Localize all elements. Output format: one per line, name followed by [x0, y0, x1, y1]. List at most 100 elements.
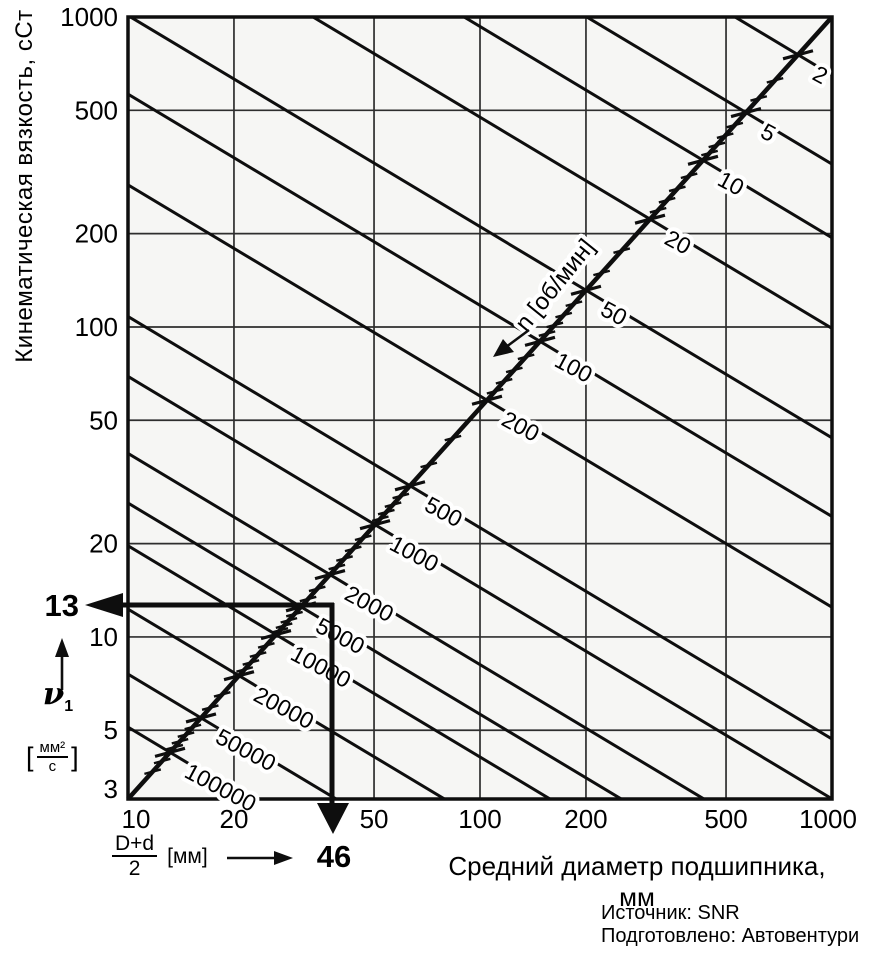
y-axis-tick-labels: 1000 500 200 100 50 20 10 5 3	[60, 2, 118, 804]
speed-scale-tick	[649, 206, 667, 214]
speed-scale-tick	[275, 622, 293, 630]
speed-scale-tick	[171, 737, 189, 745]
speed-scale-tick	[236, 666, 254, 673]
speed-scale-tick	[394, 480, 426, 492]
y-tick-label-200: 200	[75, 219, 118, 249]
speed-scale-tick	[471, 394, 503, 406]
y-unit-fraction: мм² с	[36, 739, 69, 775]
speed-scale-tick	[377, 508, 395, 516]
plot-border	[126, 15, 834, 801]
speed-scale-tick	[242, 659, 260, 666]
y-unit-denominator: с	[48, 758, 57, 775]
speed-scale-tick	[486, 387, 504, 395]
y-axis-unit: [ мм² с ]	[26, 737, 79, 777]
y-tick-label-500: 500	[75, 95, 118, 125]
y-tick-label-10: 10	[89, 622, 118, 652]
speed-scale-ticks	[144, 49, 814, 776]
prepared-by-line: Подготовлено: Автовентури	[601, 925, 860, 947]
x-tick-label-20: 20	[220, 804, 249, 834]
x-axis-quantity: D+d 2 [мм]	[112, 832, 208, 880]
speed-scale-tick	[328, 563, 346, 571]
speed-scale-tick	[593, 269, 611, 277]
speed-scale-tick	[184, 723, 202, 731]
speed-scale-tick	[144, 768, 162, 776]
speed-scale-tick	[570, 284, 602, 296]
y-tick-label-100: 100	[75, 312, 118, 342]
speed-scale-tick	[285, 610, 303, 618]
y-tick-label-20: 20	[89, 529, 118, 559]
example-down-arrow-head	[317, 803, 349, 834]
speed-scale-tick	[420, 461, 438, 469]
y-tick-label-3: 3	[104, 774, 118, 804]
speed-scale-tick	[359, 519, 391, 531]
speed-scale-tick	[314, 569, 346, 581]
speed-scale-tick	[213, 691, 231, 698]
source-credits: Источник: SNR Подготовлено: Автовентури	[601, 902, 861, 948]
speed-scale-tick	[392, 492, 410, 500]
speed-scale-tick	[546, 321, 564, 329]
speed-scale-tick	[668, 185, 686, 193]
speed-scale-tick	[444, 434, 462, 442]
speed-scale-tick	[299, 595, 317, 603]
speed-scale-tick	[613, 247, 631, 254]
speed-scale-tick	[726, 121, 744, 129]
speed-scale-tick	[750, 95, 768, 102]
speed-scale-arrow-line	[505, 328, 530, 349]
speed-scale-tick	[555, 311, 573, 319]
x-tick-label-500: 500	[704, 804, 747, 834]
speed-scale-tick	[680, 172, 698, 180]
speed-scale-tick	[565, 300, 583, 308]
speed-scale-tick	[308, 585, 326, 593]
x-tick-label-100: 100	[458, 804, 501, 834]
speed-scale-tick	[766, 76, 784, 84]
speed-scale-tick	[505, 366, 523, 374]
nu-symbol: ν	[42, 676, 65, 712]
x-tick-label-1000: 1000	[799, 804, 857, 834]
speed-scale-tick	[538, 330, 556, 337]
speed-scale-tick	[782, 49, 814, 61]
example-left-arrow-head	[85, 593, 123, 617]
speed-scale-tick	[271, 627, 289, 634]
speed-scale-tick	[371, 515, 389, 523]
x-tick-label-10: 10	[122, 804, 151, 834]
speed-scale-tick	[687, 154, 719, 166]
y-axis-quantity-symbol: ν1	[28, 679, 88, 722]
y-tick-label-50: 50	[89, 405, 118, 435]
speed-scale-tick	[153, 757, 171, 765]
speed-scale-tick	[344, 545, 362, 553]
x-tick-label-200: 200	[564, 804, 607, 834]
nu-subscript: 1	[64, 698, 74, 716]
y-tick-label-5: 5	[104, 715, 118, 745]
speed-scale-tick	[658, 196, 676, 204]
dd-arrow-head	[274, 851, 293, 865]
dd-arrow-group	[227, 851, 293, 865]
example-diameter-value: 46	[317, 839, 351, 874]
y-tick-label-1000: 1000	[60, 2, 118, 32]
speed-scale-tick	[257, 642, 275, 649]
open-bracket: [	[26, 742, 34, 772]
speed-scale-tick	[708, 141, 726, 149]
x-quantity-denominator: 2	[128, 857, 141, 880]
speed-scale-arrow-head	[493, 339, 514, 357]
speed-scale-tick	[495, 377, 513, 385]
close-bracket: ]	[71, 742, 79, 772]
speed-scale-tick	[280, 616, 298, 624]
speed-scale-tick	[260, 629, 292, 641]
speed-scale-tick	[354, 534, 372, 542]
speed-scale-tick	[166, 743, 184, 751]
example-viscosity-value: 13	[45, 588, 79, 623]
speed-scale-tick	[517, 353, 535, 361]
speed-scale-tick	[177, 731, 195, 738]
x-quantity-numerator: D+d	[112, 832, 158, 857]
x-quantity-fraction: D+d 2	[112, 832, 158, 880]
nu-arrow-head	[55, 638, 69, 657]
x-axis-tick-labels: 10 20 50 100 200 500 1000	[122, 804, 857, 834]
x-axis-unit: [мм]	[167, 844, 208, 868]
speed-scale-tick	[185, 712, 217, 724]
speed-scale-tick	[249, 651, 267, 658]
speed-scale-tick	[524, 335, 556, 347]
speed-scale-tick	[335, 555, 354, 562]
speed-scale-tick	[223, 670, 255, 682]
